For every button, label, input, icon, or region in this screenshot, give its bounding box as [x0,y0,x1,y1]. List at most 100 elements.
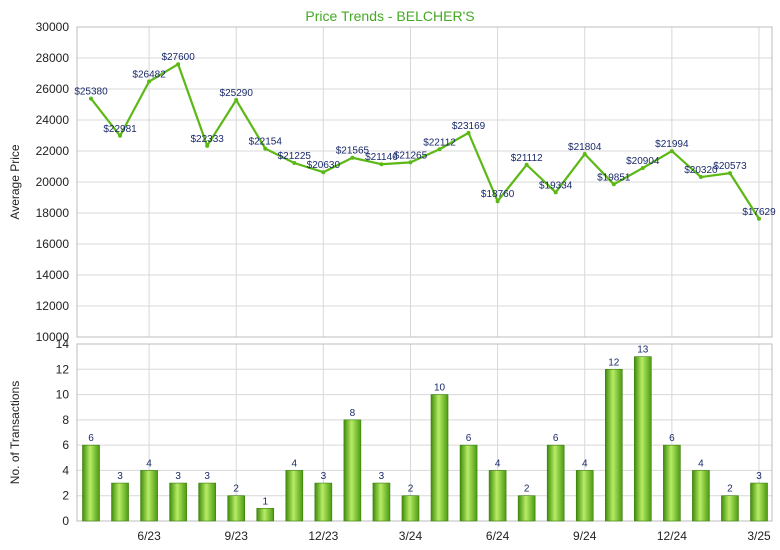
x-tick-label: 9/24 [573,529,597,543]
price-point [321,170,326,175]
tx-data-label: 3 [175,471,181,482]
price-y-tick-label: 10000 [36,330,70,344]
price-y-tick-label: 12000 [36,299,70,313]
x-tick-label: 6/23 [137,529,161,543]
tx-plot-frame [76,343,773,522]
tx-bar [546,444,565,522]
tx-data-label: 13 [637,345,649,356]
x-tick-label: 9/23 [225,529,249,543]
tx-data-label: 4 [582,458,588,469]
tx-data-label: 3 [117,471,123,482]
tx-data-label: 3 [204,471,210,482]
price-point [698,175,703,180]
tx-data-label: 6 [466,433,472,444]
price-y-tick-label: 14000 [36,268,70,282]
price-point [582,152,587,157]
price-data-label: $22981 [103,124,137,135]
price-data-label: $22333 [190,134,224,145]
tx-bar [488,470,507,522]
price-point [437,147,442,152]
price-y-axis-title: Average Price [8,144,22,219]
tx-bar [314,482,333,522]
tx-bar [459,444,478,522]
tx-bar [343,419,362,522]
price-data-label: $19851 [597,172,631,183]
tx-bar [604,368,623,522]
price-point [495,199,500,204]
tx-bar [721,495,739,522]
tx-data-label: 10 [434,383,446,394]
tx-y-tick-label: 2 [62,489,69,503]
tx-data-label: 2 [727,484,733,495]
tx-y-tick-label: 14 [56,337,70,351]
price-point [669,149,674,154]
price-data-label: $21565 [336,146,370,157]
tx-y-tick-label: 0 [62,514,69,528]
tx-data-label: 4 [146,458,152,469]
tx-y-tick-label: 12 [56,362,70,376]
price-point [640,165,645,170]
tx-data-label: 2 [233,484,239,495]
tx-y-tick-label: 10 [56,388,70,402]
price-point [466,130,471,135]
price-data-label: $21112 [511,153,543,164]
price-data-label: $18760 [481,189,515,200]
tx-bar [634,356,652,522]
price-data-label: $25290 [220,88,254,99]
price-plot-frame [76,26,773,338]
price-data-label: $19334 [539,180,573,191]
price-y-tick-label: 30000 [36,20,70,34]
price-data-label: $22154 [249,137,283,148]
tx-bar [750,482,768,522]
price-data-label: $20630 [307,160,341,171]
price-point [118,133,123,138]
price-point [379,162,384,167]
price-point [234,98,239,103]
tx-data-label: 12 [608,357,620,368]
tx-bar [372,482,391,522]
price-y-tick-label: 16000 [36,237,70,251]
price-data-label: $21994 [655,139,689,150]
price-point [350,155,355,160]
chart-title: Price Trends - BELCHER'S [305,8,474,24]
price-data-label: $26482 [132,70,166,81]
tx-data-label: 6 [88,433,94,444]
price-point [147,79,152,84]
price-point [89,96,93,101]
price-y-tick-label: 20000 [36,175,70,189]
x-tick-label: 12/23 [308,529,338,543]
price-data-label: $21146 [365,152,398,163]
tx-bar [285,470,304,522]
price-panel: 10000 12000 14000 16000 18000 20000 22000 24000… [8,20,776,344]
tx-data-label: 6 [553,433,559,444]
price-data-label: $22112 [423,137,456,148]
price-y-tick-label: 22000 [36,144,70,158]
price-point [408,160,413,165]
price-point [176,62,181,67]
price-point [524,162,529,167]
price-point [727,171,732,176]
price-point [263,146,268,151]
tx-y-tick-label: 6 [62,438,69,452]
tx-bar [663,444,681,522]
tx-data-label: 4 [495,458,501,469]
price-y-tick-label: 28000 [36,51,70,65]
price-y-tick-label: 26000 [36,82,70,96]
tx-data-label: 2 [524,484,530,495]
x-tick-label: 3/25 [747,529,771,543]
x-tick-label: 6/24 [486,529,510,543]
tx-data-label: 6 [669,433,675,444]
price-data-label: $21225 [278,151,312,162]
tx-bar [198,482,216,522]
tx-bar [401,495,420,522]
price-data-label: $20320 [684,165,718,176]
tx-data-label: 4 [292,458,298,469]
tx-data-label: 3 [379,471,385,482]
price-point [292,161,297,166]
price-data-label: $17629 [742,207,776,218]
price-data-label: $25380 [74,87,108,98]
tx-y-tick-label: 8 [62,413,69,427]
tx-data-label: 3 [321,471,327,482]
